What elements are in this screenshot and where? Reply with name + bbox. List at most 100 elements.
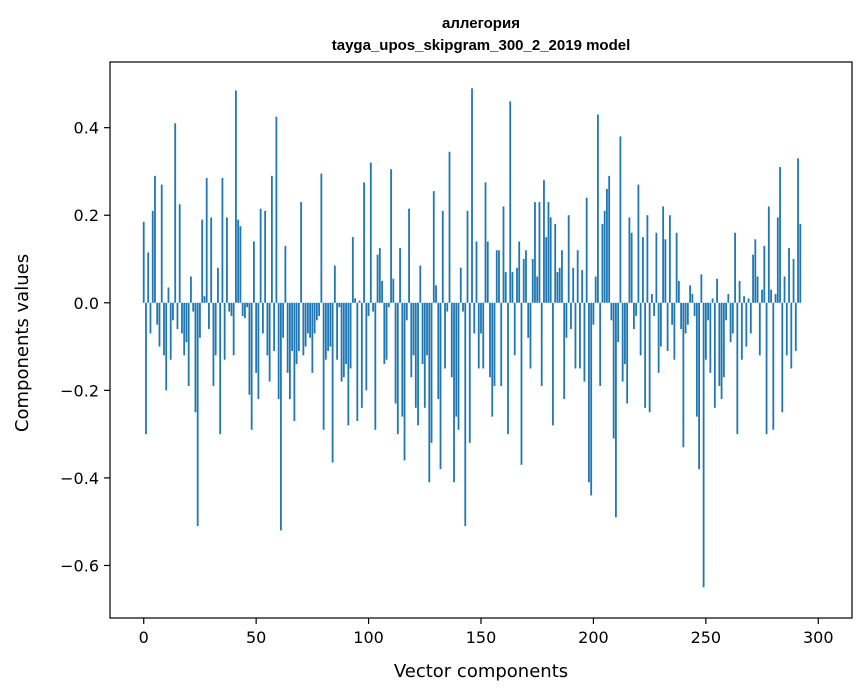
bar [644, 302, 647, 408]
bar [752, 254, 754, 303]
bar [315, 302, 318, 321]
bar [226, 217, 228, 303]
bar [522, 259, 525, 303]
bar [594, 276, 597, 303]
x-axis: 0 50 100 150 200 250 300 [139, 618, 834, 647]
bar [194, 302, 197, 413]
bar [455, 302, 458, 417]
bar [619, 136, 622, 303]
bar [570, 302, 572, 330]
bar [689, 285, 692, 303]
bar [329, 302, 332, 347]
bar [464, 302, 467, 527]
bar [347, 302, 350, 426]
bar [599, 302, 602, 386]
bar [471, 88, 473, 303]
bar [520, 302, 523, 465]
bar [151, 210, 154, 303]
bar [181, 302, 183, 334]
bar [482, 302, 485, 369]
bar [320, 173, 323, 303]
bar [794, 302, 797, 351]
bar [466, 210, 469, 303]
bar [590, 302, 593, 496]
bar [606, 188, 608, 303]
x-tick-label: 200 [578, 628, 609, 647]
bar [797, 158, 799, 303]
bar [576, 250, 579, 303]
bar [698, 302, 700, 470]
bar [363, 182, 365, 303]
bar [253, 241, 255, 303]
bar [486, 241, 489, 303]
bar [212, 302, 215, 386]
bar [504, 272, 507, 303]
bar [284, 245, 287, 303]
x-axis-label: Vector components [394, 661, 568, 682]
bar [776, 217, 779, 303]
bar [743, 296, 745, 303]
bar [707, 302, 709, 321]
bar [583, 302, 586, 382]
bar [720, 302, 723, 400]
bar [788, 248, 790, 303]
bar [711, 298, 714, 303]
bar [369, 162, 372, 303]
bar [534, 202, 536, 303]
bar [304, 302, 307, 347]
bar [201, 219, 204, 303]
bar [217, 267, 219, 303]
bar [239, 226, 242, 303]
bar [468, 302, 471, 443]
bar [500, 302, 503, 386]
bar [745, 302, 748, 347]
bar [718, 302, 721, 386]
bar [176, 302, 179, 330]
bars-group [142, 88, 802, 588]
bar [383, 302, 386, 365]
bar [394, 302, 397, 404]
bar [255, 302, 258, 373]
bar [421, 302, 424, 365]
bar [237, 219, 240, 303]
bar [367, 302, 370, 316]
y-tick-label: −0.4 [60, 469, 99, 488]
bar [549, 217, 552, 303]
bar [437, 302, 440, 400]
bar [167, 287, 170, 303]
bar [498, 250, 500, 303]
bar [624, 302, 626, 365]
bar [473, 302, 476, 334]
bar [349, 302, 352, 369]
bar [738, 280, 741, 303]
bar [543, 180, 545, 303]
bar [736, 302, 739, 435]
bar [190, 276, 192, 303]
bar [763, 245, 766, 303]
bar [556, 272, 559, 303]
bar [545, 237, 548, 303]
x-tick-label: 50 [246, 628, 266, 647]
bar [507, 302, 509, 435]
bar [199, 302, 201, 338]
bar [219, 302, 222, 435]
bar [246, 302, 249, 308]
bar [475, 241, 478, 303]
bar [626, 302, 629, 404]
bar [531, 259, 534, 303]
bar [799, 223, 802, 303]
chart-subtitle: tayga_upos_skipgram_300_2_2019 model [332, 37, 631, 54]
bar [477, 302, 480, 369]
bar [412, 302, 415, 356]
bar [376, 254, 379, 303]
bar [396, 302, 399, 435]
bar [653, 302, 656, 316]
bar [423, 302, 426, 408]
bar [241, 302, 244, 316]
bar [322, 302, 325, 430]
bar [244, 302, 246, 319]
bar [700, 274, 703, 303]
bar [248, 302, 251, 395]
bar [480, 302, 482, 334]
